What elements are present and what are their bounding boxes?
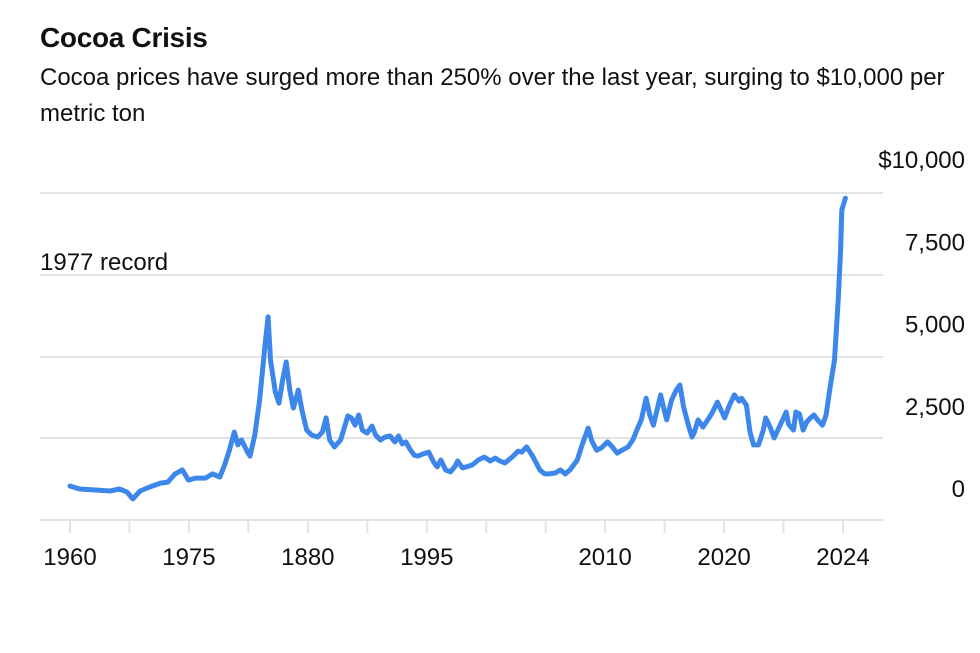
x-tick-label: 2020 — [697, 544, 750, 571]
x-tick-label: 1995 — [400, 544, 453, 571]
y-tick-label: 0 — [952, 476, 965, 503]
y-tick-label: 5,000 — [905, 312, 965, 339]
x-tick-label: 2010 — [578, 544, 631, 571]
gridlines — [40, 192, 883, 521]
x-axis: 1960 1975 1880 1995 2010 2020 2024 — [43, 520, 870, 571]
x-tick-label: 1880 — [281, 544, 334, 571]
chart-subtitle: Cocoa prices have surged more than 250% … — [40, 64, 945, 127]
y-tick-label: $10,000 — [878, 147, 965, 174]
y-tick-label: 2,500 — [905, 394, 965, 421]
x-tick-label: 1960 — [43, 544, 96, 571]
chart-title: Cocoa Crisis — [40, 22, 208, 53]
annotation-1977-record: 1977 record — [40, 249, 168, 276]
y-tick-label: 7,500 — [905, 229, 965, 256]
x-tick-label: 2024 — [816, 544, 869, 571]
series-line-cocoa-price — [67, 195, 848, 502]
y-axis: 0 2,500 5,000 7,500 $10,000 — [878, 147, 965, 503]
x-tick-label: 1975 — [162, 544, 215, 571]
